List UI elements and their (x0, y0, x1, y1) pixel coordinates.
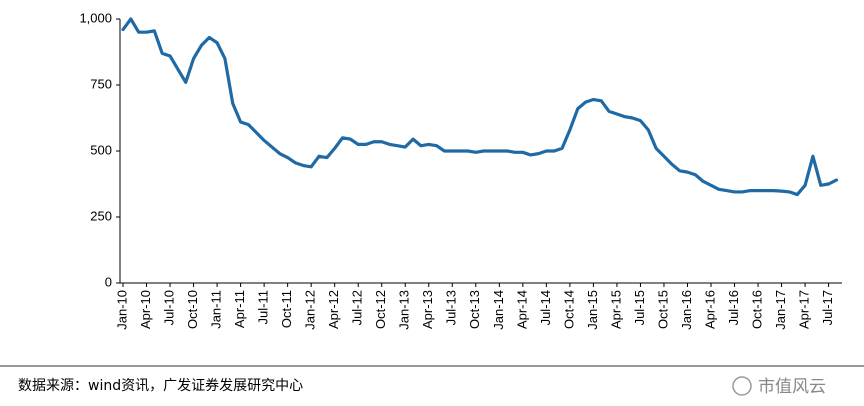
x-tick-label: Oct-10 (185, 290, 200, 329)
watermark: 市值风云 (758, 377, 826, 397)
x-tick-label: Oct-11 (279, 290, 294, 328)
x-tick-label: Apr-17 (797, 290, 812, 329)
x-tick-label: Apr-11 (232, 290, 247, 328)
x-tick-label: Jan-17 (773, 290, 788, 330)
y-tick-label: 750 (90, 76, 112, 91)
x-tick-label: Jul-16 (726, 290, 741, 325)
x-tick-label: Jul-15 (632, 290, 647, 325)
x-tick-label: Jul-13 (444, 290, 459, 325)
source-note: 数据来源：wind资讯，广发证券发展研究中心 (18, 378, 303, 394)
x-tick-label: Jan-12 (303, 290, 318, 330)
x-tick-label: Jan-15 (585, 290, 600, 330)
x-tick-label: Oct-15 (655, 290, 670, 329)
x-tick-label: Jan-11 (209, 290, 224, 329)
x-tick-label: Apr-13 (420, 290, 435, 329)
x-tick-label: Jan-16 (679, 290, 694, 330)
x-tick-label: Jan-14 (491, 290, 506, 330)
x-tick-label: Oct-16 (749, 290, 764, 329)
x-tick-label: Oct-13 (467, 290, 482, 329)
y-tick-label: 500 (90, 142, 112, 157)
x-tick-label: Jul-10 (161, 290, 176, 325)
line (121, 17, 839, 197)
x-tick-label: Jul-11 (256, 290, 271, 324)
y-tick-label: 1,000 (79, 10, 112, 25)
x-tick-label: Oct-14 (561, 290, 576, 329)
y-tick-label: 250 (90, 208, 112, 223)
y-tick-label: 0 (105, 274, 112, 289)
x-tick-label: Apr-12 (326, 290, 341, 329)
x-tick-label: Jul-14 (538, 290, 553, 325)
x-tick-label: Apr-15 (608, 290, 623, 329)
x-tick-label: Jul-17 (820, 290, 835, 325)
x-tick-label: Jan-13 (397, 290, 412, 330)
x-tick-label: Apr-14 (514, 290, 529, 329)
watermark-icon (732, 376, 752, 396)
x-tick-label: Oct-12 (373, 290, 388, 329)
x-tick-label: Jul-12 (350, 290, 365, 325)
x-tick-label: Apr-16 (702, 290, 717, 329)
x-tick-label: Apr-10 (138, 290, 153, 329)
x-tick-label: Jan-10 (114, 290, 129, 330)
